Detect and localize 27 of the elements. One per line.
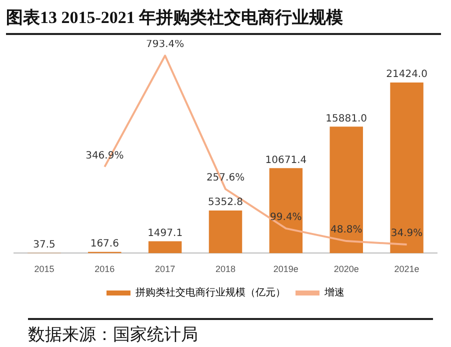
data-label: 10671.4 (265, 154, 307, 166)
x-tick-label: 2015 (34, 264, 54, 274)
data-label: 21424.0 (386, 69, 428, 80)
data-label: 793.4% (146, 39, 184, 50)
data-label: 37.5 (33, 239, 56, 250)
bar (330, 126, 363, 254)
bar (269, 168, 303, 254)
legend-label: 拼购类社交电商行业规模（亿元） (136, 286, 286, 299)
data-label: 34.9% (390, 228, 423, 240)
source-note: 数据来源：国家统计局 (28, 318, 433, 346)
data-label: 1497.1 (148, 228, 183, 239)
data-label: 99.4% (270, 212, 302, 224)
x-tick-label: 2019e (273, 264, 298, 274)
legend-label: 增速 (324, 286, 344, 299)
data-label: 15881.0 (326, 113, 368, 124)
bar (148, 241, 182, 254)
x-tick-label: 2021e (394, 264, 420, 274)
data-label: 48.8% (330, 224, 362, 236)
data-label: 167.6 (90, 238, 119, 250)
x-tick-label: 2017 (155, 264, 176, 274)
chart-title: 图表13 2015-2021 年拼购类社交电商行业规模 (6, 6, 441, 35)
data-label: 5352.8 (208, 197, 243, 208)
bar (208, 210, 242, 254)
x-tick-label: 2016 (94, 264, 115, 274)
bar (390, 82, 424, 254)
x-tick-label: 2020e (334, 264, 359, 274)
x-tick-label: 2018 (215, 264, 236, 274)
